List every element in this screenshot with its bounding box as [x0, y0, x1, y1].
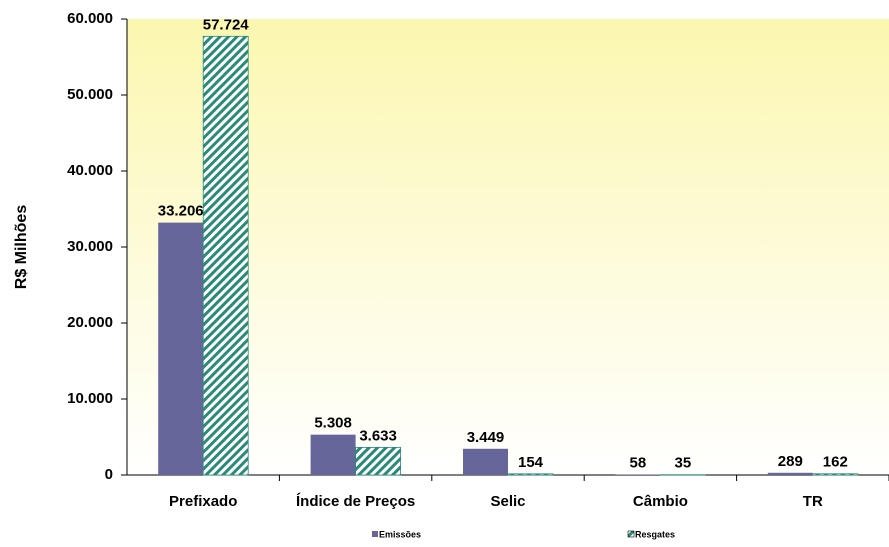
bar — [203, 36, 248, 475]
value-label: 3.633 — [359, 427, 397, 444]
y-tick-label: 60.000 — [67, 10, 113, 27]
bar — [311, 435, 356, 475]
bar — [356, 447, 401, 475]
x-tick-label: Selic — [490, 493, 525, 510]
bar — [768, 473, 813, 475]
x-tick-label: TR — [803, 493, 823, 510]
value-label: 33.206 — [158, 203, 204, 220]
legend-label: Emissões — [379, 529, 421, 539]
legend-swatch — [372, 531, 378, 537]
x-tick-label: Câmbio — [633, 493, 688, 510]
y-tick-label: 0 — [105, 466, 113, 483]
value-label: 5.308 — [314, 415, 352, 432]
bar — [463, 449, 508, 475]
value-label: 154 — [518, 454, 544, 471]
value-label: 57.724 — [203, 16, 250, 33]
y-tick-label: 20.000 — [67, 314, 113, 331]
value-label: 35 — [675, 455, 692, 472]
value-label: 58 — [630, 455, 647, 472]
y-tick-label: 50.000 — [67, 86, 113, 103]
y-tick-label: 40.000 — [67, 162, 113, 179]
x-tick-label: Prefixado — [169, 493, 237, 510]
value-label: 3.449 — [467, 429, 505, 446]
bar — [813, 474, 858, 475]
x-tick-label: Índice de Preços — [296, 493, 415, 510]
legend-swatch — [628, 531, 634, 537]
value-label: 289 — [778, 453, 803, 470]
bar — [158, 223, 203, 475]
value-label: 162 — [823, 454, 848, 471]
y-axis-label: R$ Milhões — [13, 205, 30, 290]
y-tick-label: 30.000 — [67, 238, 113, 255]
legend-label: Resgates — [635, 529, 675, 539]
y-tick-label: 10.000 — [67, 390, 113, 407]
bar — [508, 474, 553, 475]
